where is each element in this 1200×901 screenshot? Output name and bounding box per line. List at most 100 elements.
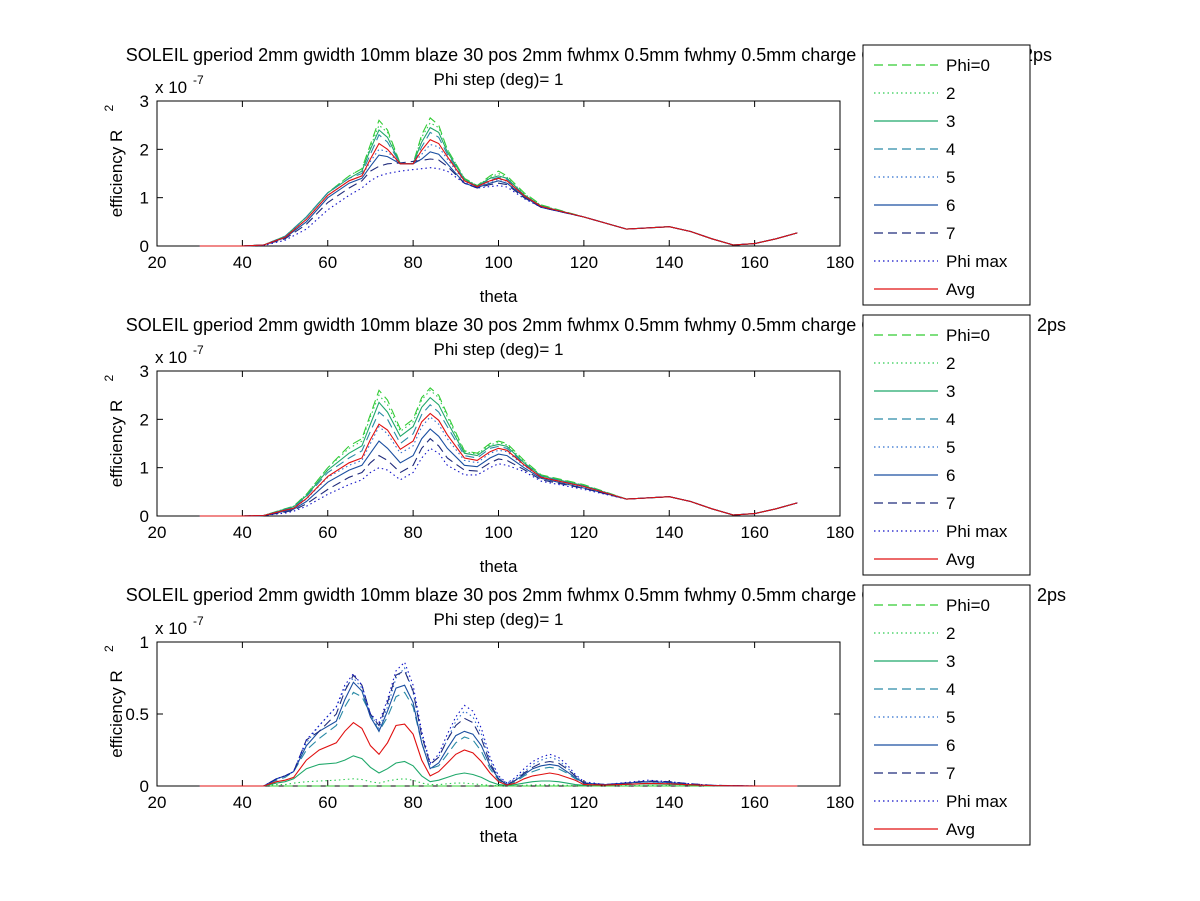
legend-label-8: Phi max (946, 792, 1008, 811)
x-tick-label: 180 (826, 793, 854, 812)
legend-label-6: 6 (946, 196, 955, 215)
y-tick-label: 2 (140, 140, 149, 159)
legend-label-4: 4 (946, 140, 955, 159)
series-line-9 (199, 721, 798, 787)
series-line-5 (199, 143, 798, 247)
y-exponent-power: -7 (193, 343, 204, 357)
x-tick-label: 180 (826, 523, 854, 542)
legend-label-7: 7 (946, 224, 955, 243)
x-tick-label: 120 (570, 793, 598, 812)
x-tick-label: 140 (655, 253, 683, 272)
chart-subtitle: Phi step (deg)= 1 (434, 70, 564, 89)
y-exponent: x 10 (155, 348, 187, 367)
legend-label-2: 2 (946, 354, 955, 373)
legend-label-2: 2 (946, 624, 955, 643)
series-line-1 (199, 387, 798, 517)
legend-label-6: 6 (946, 736, 955, 755)
series-line-3 (199, 126, 798, 247)
legend-label-3: 3 (946, 652, 955, 671)
x-tick-label: 80 (404, 253, 423, 272)
x-tick-label: 120 (570, 523, 598, 542)
series-line-1 (199, 117, 798, 247)
chart-subtitle: Phi step (deg)= 1 (434, 340, 564, 359)
x-axis-label: theta (480, 287, 518, 306)
x-tick-label: 40 (233, 523, 252, 542)
x-tick-label: 60 (318, 793, 337, 812)
x-axis-label: theta (480, 557, 518, 576)
y-exponent-power: -7 (193, 614, 204, 628)
y-axis-label-power: 2 (102, 645, 116, 652)
chart-title-tail: 2ps (1037, 315, 1066, 335)
y-tick-label: 3 (140, 362, 149, 381)
y-axis-label: efficiency R (107, 400, 126, 488)
y-axis-label-power: 2 (102, 375, 116, 382)
x-tick-label: 140 (655, 523, 683, 542)
x-tick-label: 40 (233, 253, 252, 272)
subplot-1: SOLEIL gperiod 2mm gwidth 10mm blaze 30 … (102, 44, 1052, 306)
series-line-7 (199, 670, 798, 787)
x-tick-label: 40 (233, 793, 252, 812)
chart-title: SOLEIL gperiod 2mm gwidth 10mm blaze 30 … (126, 585, 872, 605)
series-line-2 (199, 122, 798, 247)
x-tick-label: 60 (318, 523, 337, 542)
chart-title-tail: 2ps (1037, 585, 1066, 605)
series-line-4 (199, 691, 798, 787)
axes-box (156, 100, 841, 247)
series-line-8 (199, 661, 798, 787)
x-tick-label: 100 (484, 253, 512, 272)
x-tick-label: 100 (484, 523, 512, 542)
series-line-2 (199, 778, 798, 787)
legend-label-8: Phi max (946, 252, 1008, 271)
y-tick-label: 0 (140, 237, 149, 256)
x-tick-label: 120 (570, 253, 598, 272)
legend-label-4: 4 (946, 680, 955, 699)
series-line-7 (199, 437, 798, 517)
x-tick-label: 20 (148, 793, 167, 812)
x-tick-label: 20 (148, 523, 167, 542)
y-axis-label: efficiency R (107, 130, 126, 218)
legend-box (862, 584, 1031, 846)
y-axis-label: efficiency R (107, 670, 126, 758)
series-line-6 (199, 681, 798, 787)
x-tick-label: 20 (148, 253, 167, 272)
chart-title: SOLEIL gperiod 2mm gwidth 10mm blaze 30 … (126, 45, 872, 65)
x-tick-label: 160 (740, 523, 768, 542)
legend-label-7: 7 (946, 494, 955, 513)
x-tick-label: 80 (404, 523, 423, 542)
x-tick-label: 80 (404, 793, 423, 812)
legend-box (862, 314, 1031, 576)
y-exponent-power: -7 (193, 73, 204, 87)
x-tick-label: 160 (740, 253, 768, 272)
x-axis-label: theta (480, 827, 518, 846)
y-tick-label: 3 (140, 92, 149, 111)
legend-label-4: 4 (946, 410, 955, 429)
legend-label-2: 2 (946, 84, 955, 103)
series-line-9 (199, 139, 798, 247)
subplot-2: SOLEIL gperiod 2mm gwidth 10mm blaze 30 … (102, 314, 1066, 576)
legend-label-1: Phi=0 (946, 326, 990, 345)
legend-label-1: Phi=0 (946, 56, 990, 75)
x-tick-label: 140 (655, 793, 683, 812)
legend-label-7: 7 (946, 764, 955, 783)
legend-label-3: 3 (946, 382, 955, 401)
x-tick-label: 160 (740, 793, 768, 812)
y-tick-label: 0 (140, 777, 149, 796)
y-tick-label: 0.5 (125, 705, 149, 724)
chart-title: SOLEIL gperiod 2mm gwidth 10mm blaze 30 … (126, 315, 872, 335)
y-axis-label-group: efficiency R 2 (102, 375, 126, 488)
series-line-6 (199, 428, 798, 517)
series-line-5 (199, 666, 798, 787)
y-exponent: x 10 (155, 78, 187, 97)
legend: Phi=0 2 3 4 5 6 7 Phi max Avg (862, 44, 1031, 306)
x-tick-label: 180 (826, 253, 854, 272)
legend-label-6: 6 (946, 466, 955, 485)
series-line-4 (199, 131, 798, 247)
y-axis-label-group: efficiency R 2 (102, 645, 126, 758)
legend-label-5: 5 (946, 438, 955, 457)
legend-label-3: 3 (946, 112, 955, 131)
series-line-3 (199, 396, 798, 517)
legend-label-1: Phi=0 (946, 596, 990, 615)
legend-label-9: Avg (946, 550, 975, 569)
series-line-4 (199, 404, 798, 517)
legend-label-9: Avg (946, 820, 975, 839)
